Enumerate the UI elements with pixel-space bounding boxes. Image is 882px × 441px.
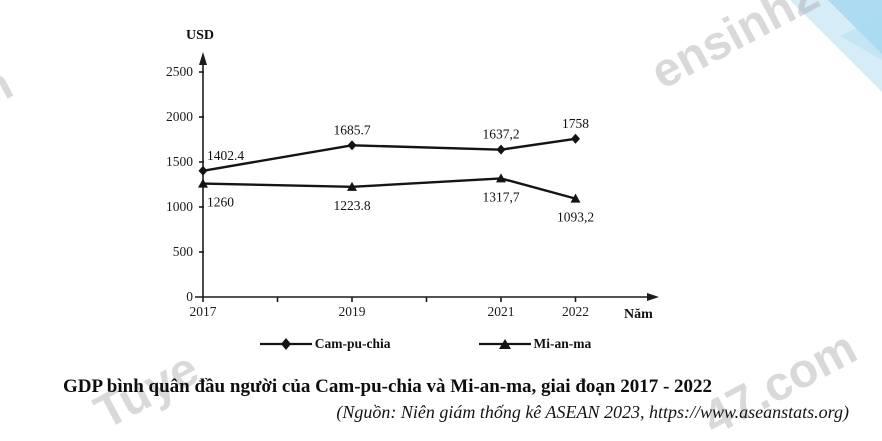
triangle-marker	[198, 178, 208, 188]
legend-label-cam-pu-chia: Cam-pu-chia	[314, 336, 391, 351]
y-axis-title: USD	[186, 28, 214, 43]
diamond-marker	[347, 140, 357, 151]
y-axis-arrow	[199, 52, 207, 65]
chart-source: (Nguồn: Niên giám thống kê ASEAN 2023, h…	[336, 402, 849, 422]
diamond-line-marker-icon	[259, 338, 312, 350]
legend-label-mi-an-ma: Mi-an-ma	[533, 336, 592, 351]
diamond-marker	[198, 165, 208, 176]
y-tick-label: 0	[186, 289, 193, 304]
series-line-Mi-an-ma	[202, 177, 576, 200]
chart-title: GDP bình quân đầu người của Cam-pu-chia …	[63, 376, 713, 397]
diamond-marker	[496, 144, 506, 155]
data-point-label: 1260	[207, 195, 234, 210]
y-tick-label: 2500	[166, 64, 193, 79]
corner-decoration	[790, 0, 882, 92]
data-point-label: 1685.7	[333, 122, 370, 137]
y-tick-label: 500	[173, 244, 194, 259]
data-point-label: 1637,2	[482, 127, 519, 142]
x-tick-label: 2019	[339, 304, 366, 319]
series-line-Cam-pu-chia	[202, 137, 576, 172]
legend-item-mi-an-ma: Mi-an-ma	[478, 336, 592, 352]
x-tick-label: 2017	[190, 304, 217, 319]
data-point-label: 1317,7	[482, 189, 519, 204]
y-tick-label: 2000	[166, 109, 193, 124]
x-tick-label: 2021	[488, 304, 515, 319]
x-tick-label: 2022	[562, 304, 589, 319]
x-axis-arrow	[647, 293, 659, 301]
y-tick-label: 1500	[166, 154, 193, 169]
triangle-line-marker-icon	[478, 339, 531, 349]
triangle-marker	[347, 181, 357, 191]
triangle-marker	[570, 193, 581, 203]
data-point-label: 1402.4	[207, 148, 244, 163]
legend-item-cam-pu-chia: Cam-pu-chia	[259, 336, 391, 352]
x-axis-title: Năm	[624, 307, 653, 322]
chart-legend: Cam-pu-chia Mi-an-ma	[203, 336, 648, 352]
gdp-line-chart: 0 500 1000 1500 2000 2500 2017 2019 2021 2022 USD N…	[166, 28, 659, 322]
data-point-label: 1223.8	[333, 198, 370, 213]
diamond-marker	[571, 133, 580, 144]
data-point-label: 1758	[562, 116, 589, 131]
corner-triangle	[828, 0, 882, 54]
triangle-marker	[496, 173, 506, 183]
data-point-label: 1093,2	[557, 210, 594, 225]
y-tick-label: 1000	[166, 199, 193, 214]
